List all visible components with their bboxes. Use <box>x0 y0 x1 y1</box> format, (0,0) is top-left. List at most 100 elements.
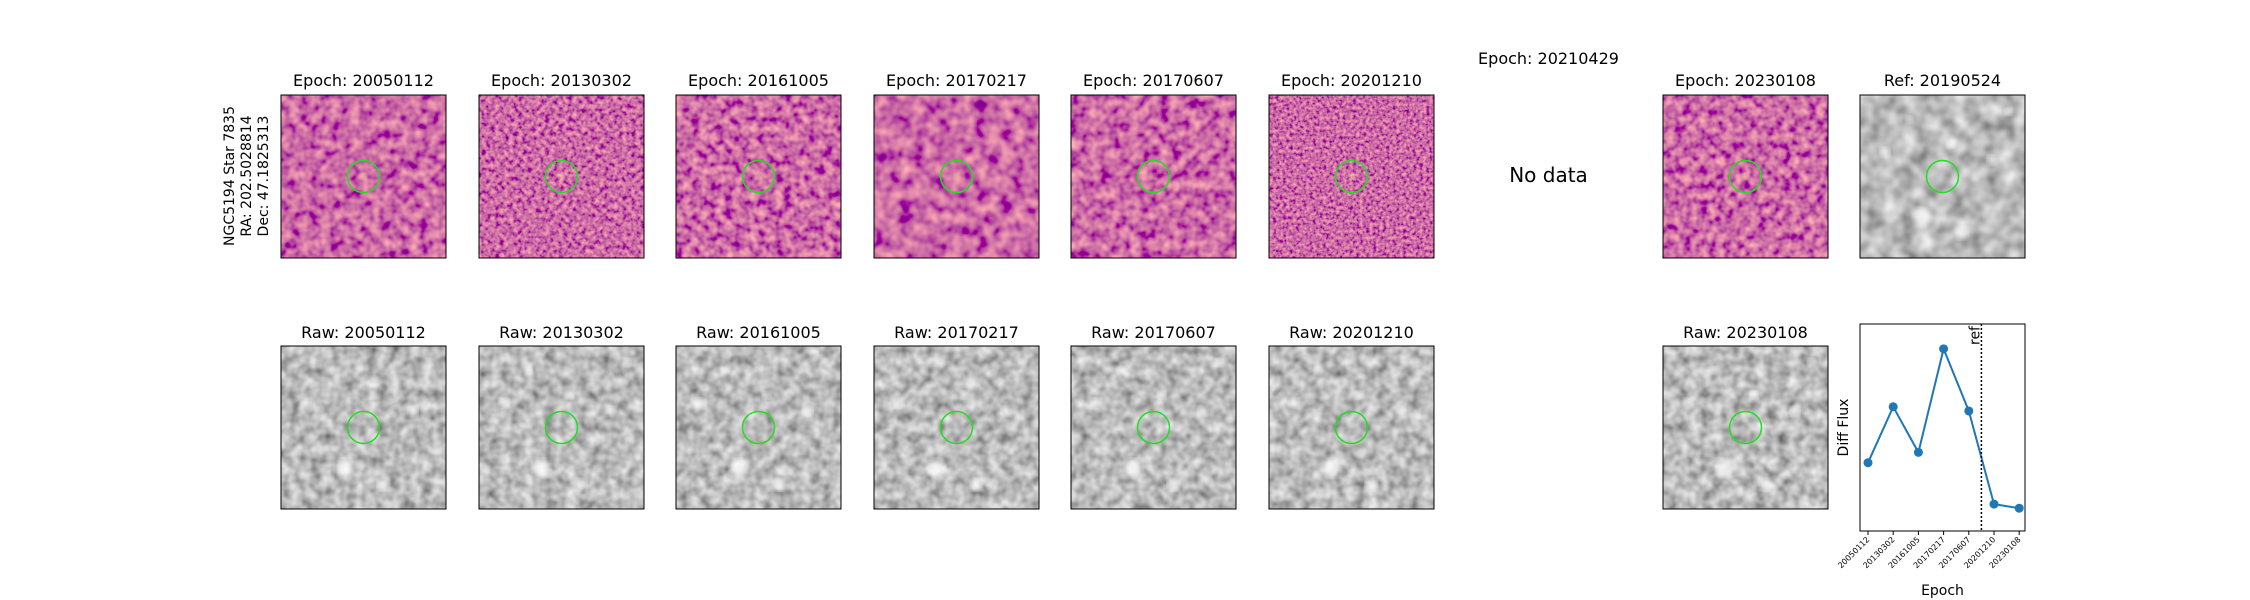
panel-title: Raw: 20050112 <box>301 323 426 342</box>
aperture <box>1728 410 1763 445</box>
image-panel <box>1662 345 1829 510</box>
star-blob <box>1116 366 1125 375</box>
star-blob <box>893 398 904 409</box>
aperture <box>1334 410 1369 445</box>
frame <box>1662 345 1829 510</box>
frame <box>873 94 1040 259</box>
point <box>1939 344 1949 354</box>
image-panel <box>675 345 842 510</box>
panel-title: Raw: 20161005 <box>696 323 821 342</box>
panel-title: Ref: 20190524 <box>1884 71 2001 90</box>
panel-title: Epoch: 20201210 <box>1281 71 1422 90</box>
aperture <box>741 410 776 445</box>
star-blob <box>1288 398 1299 409</box>
star-blob <box>425 358 434 367</box>
star-blob <box>960 390 969 399</box>
source <box>1742 173 1749 180</box>
star-blob <box>2004 107 2013 116</box>
image-panel <box>873 345 1040 510</box>
image-panel <box>280 94 447 259</box>
source <box>755 173 762 180</box>
star-blob <box>1807 358 1816 367</box>
point <box>1989 499 1999 509</box>
image <box>1663 346 1828 509</box>
panel-title: Raw: 20170217 <box>894 323 1019 342</box>
star-blob <box>1167 478 1180 491</box>
star-blob <box>1413 358 1422 367</box>
star-blob <box>1198 406 1208 417</box>
panel-title: Epoch: 20170607 <box>1083 71 1224 90</box>
star-blob <box>300 398 311 409</box>
star-blob <box>1124 459 1143 478</box>
star-blob <box>1790 406 1800 417</box>
panel-title: Epoch: 20161005 <box>688 71 829 90</box>
frame <box>1268 345 1435 510</box>
star-blob <box>623 358 632 367</box>
star-blob <box>1001 406 1011 417</box>
image-panel <box>1268 94 1435 259</box>
aperture <box>1925 159 1960 194</box>
point <box>1888 402 1898 412</box>
image-panel <box>280 345 447 510</box>
star-blob <box>532 459 551 478</box>
image <box>676 346 841 509</box>
aperture <box>939 159 974 194</box>
star-blob <box>1749 390 1758 399</box>
frame <box>280 345 447 510</box>
frame <box>1859 94 2026 259</box>
star-blob <box>970 478 983 491</box>
source <box>558 173 565 180</box>
star-blob <box>729 459 748 478</box>
panel-title: Raw: 20201210 <box>1289 323 1414 342</box>
image-panel <box>1662 94 1829 259</box>
panel-title: Raw: 20170607 <box>1091 323 1216 342</box>
frame <box>478 345 645 510</box>
point <box>1863 458 1873 468</box>
image-panel <box>478 94 645 259</box>
frame <box>1070 94 1237 259</box>
star-blob <box>1987 155 1997 166</box>
star-blob <box>575 478 588 491</box>
panel-title: Raw: 20130302 <box>499 323 624 342</box>
star-blob <box>1322 459 1341 478</box>
star-blob <box>695 398 706 409</box>
aperture <box>1728 159 1763 194</box>
star-blob <box>1355 390 1364 399</box>
image <box>1860 95 2025 258</box>
star-blob <box>1365 478 1378 491</box>
star-blob <box>1682 398 1693 409</box>
panel-title: Epoch: 20210429 <box>1478 49 1619 68</box>
frame <box>675 345 842 510</box>
star-blob <box>919 366 928 375</box>
star-blob <box>367 390 376 399</box>
star-blob <box>772 478 785 491</box>
star-blob <box>1905 115 1914 124</box>
image-panel <box>873 94 1040 259</box>
star-blob <box>377 478 390 491</box>
ref-label: ref <box>1967 325 1983 345</box>
star-blob <box>1215 358 1224 367</box>
panel-title: Epoch: 20130302 <box>491 71 632 90</box>
point <box>1964 406 1974 416</box>
star-blob <box>1314 366 1323 375</box>
star-blob <box>762 390 771 399</box>
aperture <box>1136 159 1171 194</box>
star-blob <box>1913 208 1932 227</box>
panel-title: Epoch: 20050112 <box>293 71 434 90</box>
star-blob <box>721 366 730 375</box>
star-blob <box>326 366 335 375</box>
image <box>281 346 446 509</box>
star-blob <box>1956 227 1969 240</box>
source <box>1348 173 1355 180</box>
x-axis-label: Epoch <box>1921 583 1964 599</box>
panel-title: Epoch: 20230108 <box>1675 71 1816 90</box>
point <box>2014 503 2024 513</box>
star-blob <box>803 406 813 417</box>
image-panel <box>1859 94 2026 259</box>
side-label: NGC5194 Star 7835 <box>222 106 238 246</box>
no-data: No data <box>1509 163 1588 187</box>
image-panel <box>1070 345 1237 510</box>
source <box>953 173 960 180</box>
image <box>874 346 1039 509</box>
